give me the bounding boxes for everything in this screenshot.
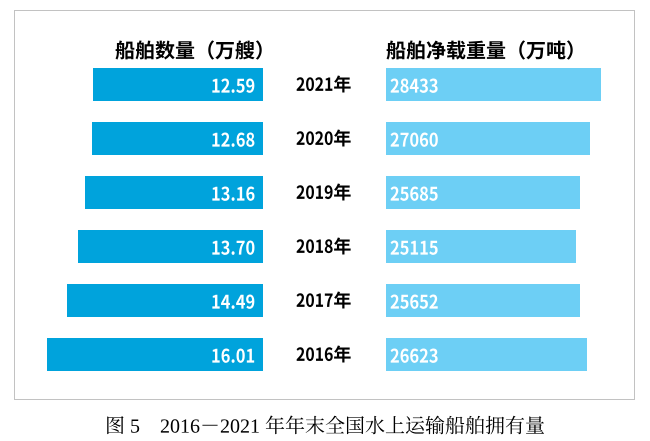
chart-row [0, 68, 650, 101]
year-label [296, 128, 353, 148]
ship-count-value [211, 129, 257, 150]
ship-count-bar [77, 230, 263, 263]
deadweight-bar [385, 230, 576, 263]
deadweight-bar [385, 284, 580, 317]
deadweight-bar [385, 68, 601, 101]
ship-count-value [211, 237, 257, 258]
ship-count-bar [85, 176, 263, 209]
left-column-header [115, 39, 276, 61]
deadweight-bar [385, 338, 587, 371]
year-label [296, 344, 353, 364]
year-label [296, 290, 353, 310]
ship-count-value [211, 291, 257, 312]
ship-count-bar [91, 122, 263, 155]
year-label [296, 236, 353, 256]
deadweight-value [390, 183, 440, 204]
deadweight-value [390, 345, 440, 366]
ship-count-bar [67, 284, 263, 317]
ship-count-value [211, 345, 257, 366]
deadweight-value [390, 75, 440, 96]
deadweight-bar [385, 176, 580, 209]
deadweight-value [390, 291, 440, 312]
ship-count-value [211, 183, 257, 204]
year-label [296, 182, 353, 202]
deadweight-value [390, 237, 440, 258]
chart-row [0, 284, 650, 317]
figure-caption [105, 414, 546, 436]
chart-row [0, 338, 650, 371]
deadweight-value [390, 129, 440, 150]
right-column-header [385, 39, 587, 61]
chart-row [0, 122, 650, 155]
chart-row [0, 230, 650, 263]
ship-count-value [211, 75, 257, 96]
year-label [296, 74, 353, 94]
chart-row [0, 176, 650, 209]
ship-count-bar [92, 68, 263, 101]
